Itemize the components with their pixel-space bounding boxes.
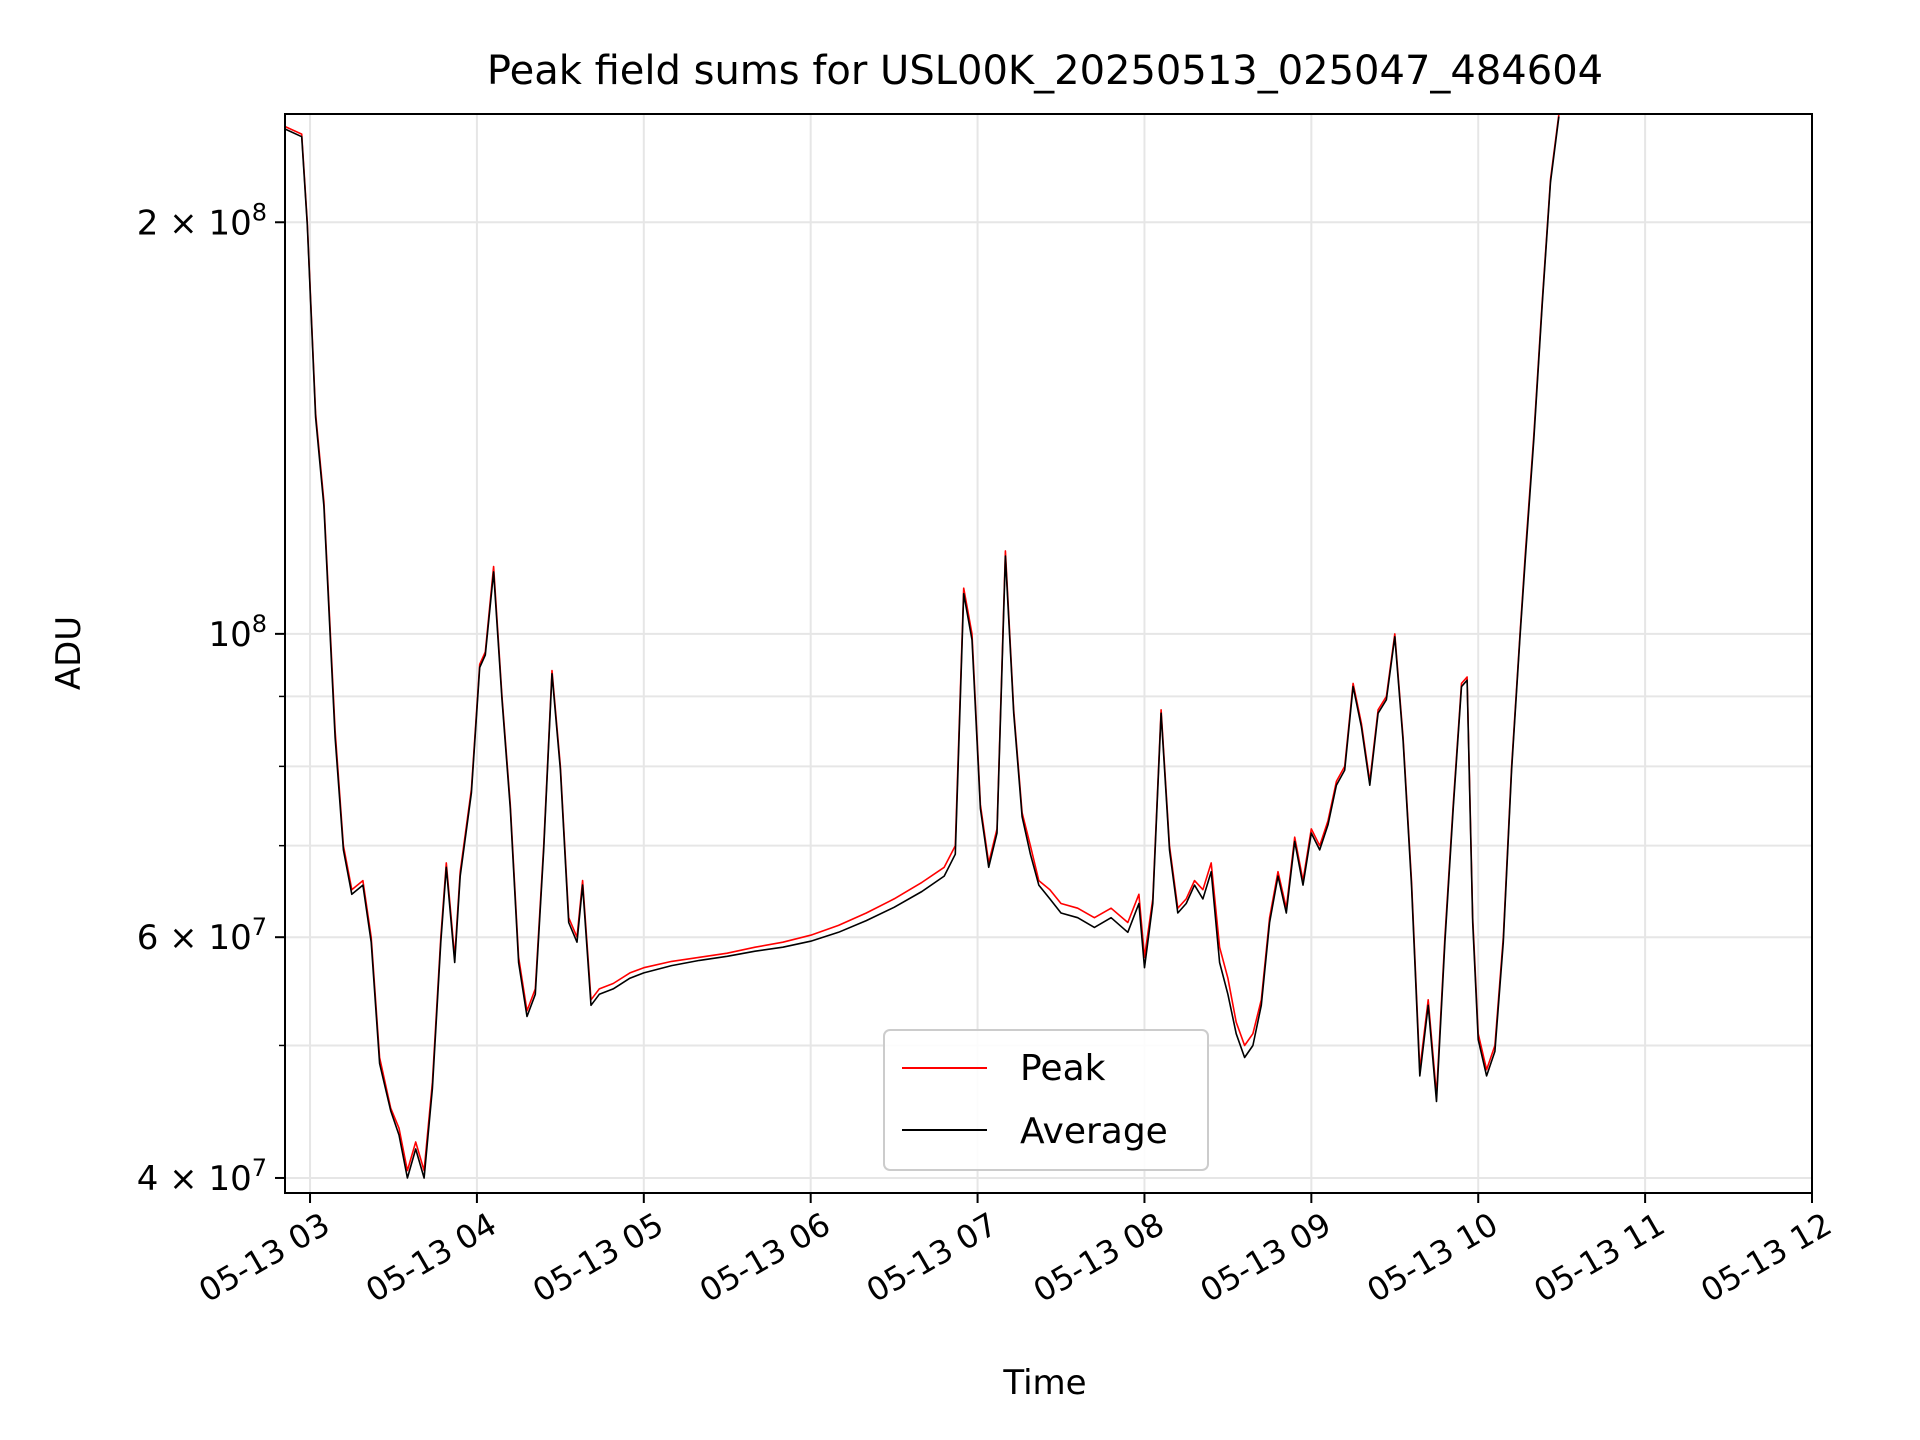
x-axis-label: Time <box>1002 1363 1086 1403</box>
y-axis: 4 × 107 6 × 107 108 2 × 108 <box>137 198 285 1199</box>
y-tick-label: 2 × 108 <box>137 198 267 243</box>
plot-frame <box>284 113 1813 1194</box>
legend-label-average: Average <box>1020 1111 1168 1152</box>
legend: Peak Average <box>883 1029 1209 1171</box>
y-tick-label: 4 × 107 <box>137 1154 267 1199</box>
legend-label-peak: Peak <box>1020 1048 1106 1089</box>
series-layer <box>284 113 1560 1179</box>
y-tick-label: 108 <box>208 610 267 655</box>
y-tick-label: 6 × 107 <box>137 913 267 958</box>
y-axis-label: ADU <box>49 616 89 690</box>
chart-title: Peak field sums for USL00K_20250513_0250… <box>487 48 1603 94</box>
legend-box <box>883 1029 1209 1171</box>
series-line-average <box>284 116 1560 1179</box>
